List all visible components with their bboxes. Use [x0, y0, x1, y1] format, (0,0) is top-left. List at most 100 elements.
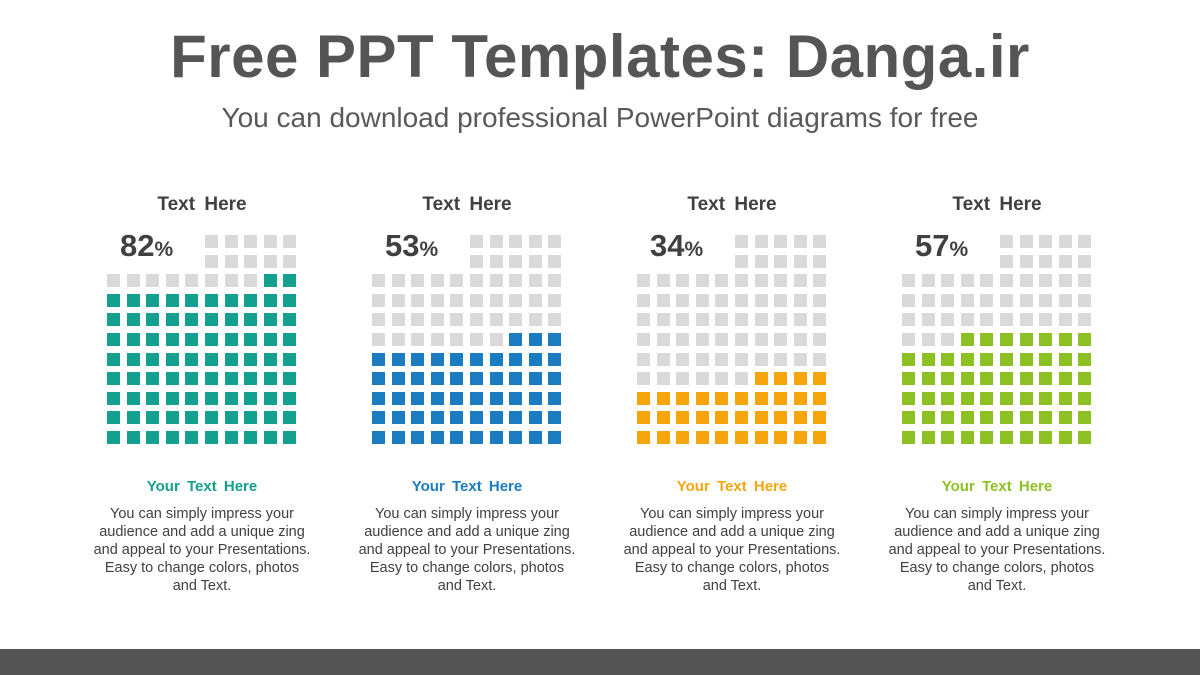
waffle-cell-filled: [548, 352, 562, 366]
waffle-cell-filled: [263, 372, 277, 386]
waffle-cell-filled: [244, 293, 258, 307]
waffle-cell-filled: [372, 431, 385, 444]
waffle-cell-empty: [372, 313, 385, 327]
waffle-cell-empty: [391, 313, 405, 327]
waffle-cell-empty: [1039, 274, 1053, 288]
waffle-cell-empty: [470, 274, 483, 288]
waffle-cell-empty: [391, 333, 405, 346]
waffle-cell-filled: [450, 391, 464, 405]
waffle-cell-filled: [715, 411, 729, 425]
waffle-cell-filled: [793, 391, 807, 405]
waffle-cell-empty: [656, 293, 670, 307]
card-title: Text Here: [952, 194, 1042, 215]
waffle-cell-filled: [676, 411, 690, 425]
waffle-cell-empty: [637, 293, 650, 307]
waffle-cell-filled: [489, 372, 503, 386]
waffle-cell-filled: [146, 352, 160, 366]
waffle-cell-filled: [430, 391, 444, 405]
waffle-cell-filled: [263, 431, 277, 444]
waffle-card-1: Text Here 82% Your Text Here You can sim…: [72, 190, 332, 610]
waffle-cell-filled: [1019, 333, 1033, 346]
waffle-cell-empty: [528, 274, 542, 288]
waffle-cell-empty: [411, 293, 425, 307]
waffle-cell-empty: [695, 293, 709, 307]
waffle-cell-empty: [676, 352, 690, 366]
waffle-cell-empty: [921, 274, 935, 288]
waffle-cell-empty: [637, 333, 650, 346]
waffle-cell-filled: [411, 431, 425, 444]
waffle-cell-empty: [980, 274, 994, 288]
waffle-cell-filled: [676, 431, 690, 444]
waffle-cell-filled: [637, 431, 650, 444]
waffle-cell-filled: [813, 372, 827, 386]
waffle-cell-empty: [774, 235, 788, 248]
waffle-cell-empty: [1058, 313, 1072, 327]
waffle-cell-filled: [165, 431, 179, 444]
card-description: You can simply impress your audience and…: [358, 506, 576, 594]
waffle-cell-empty: [754, 293, 768, 307]
waffle-cell-empty: [735, 333, 748, 346]
waffle-cell-empty: [1058, 235, 1072, 248]
waffle-cell-filled: [185, 411, 199, 425]
waffle-cell-filled: [980, 431, 994, 444]
waffle-cell-empty: [548, 235, 562, 248]
waffle-cell-empty: [715, 333, 729, 346]
waffle-cell-empty: [1000, 254, 1013, 268]
waffle-cell-empty: [224, 235, 238, 248]
waffle-cell-empty: [1019, 313, 1033, 327]
waffle-cell-filled: [695, 391, 709, 405]
waffle-cell-filled: [430, 352, 444, 366]
waffle-cell-empty: [960, 293, 974, 307]
waffle-card-4: Text Here 57% Your Text Here You can sim…: [867, 190, 1127, 610]
waffle-cell-empty: [450, 313, 464, 327]
waffle-cell-empty: [774, 352, 788, 366]
waffle-cell-filled: [509, 411, 523, 425]
waffle-cell-empty: [470, 333, 483, 346]
waffle-cell-empty: [656, 372, 670, 386]
waffle-cell-empty: [813, 293, 827, 307]
waffle-cell-filled: [1000, 352, 1013, 366]
waffle-cell-empty: [489, 254, 503, 268]
waffle-cell-empty: [941, 274, 955, 288]
percent-value: 57: [915, 228, 950, 263]
waffle-cell-filled: [372, 372, 385, 386]
waffle-cell-filled: [1058, 391, 1072, 405]
waffle-cell-empty: [205, 274, 218, 288]
waffle-cell-filled: [695, 431, 709, 444]
waffle-cell-empty: [205, 254, 218, 268]
waffle-cell-filled: [126, 372, 140, 386]
waffle-cell-empty: [489, 313, 503, 327]
waffle-cell-empty: [735, 293, 748, 307]
waffle-cell-empty: [774, 333, 788, 346]
waffle-cell-empty: [1078, 274, 1092, 288]
waffle-cell-filled: [902, 372, 915, 386]
waffle-cell-filled: [902, 391, 915, 405]
waffle-cell-filled: [470, 431, 483, 444]
waffle-cell-filled: [283, 431, 297, 444]
waffle-cell-empty: [695, 313, 709, 327]
waffle-cell-filled: [146, 372, 160, 386]
card-subtitle: Your Text Here: [146, 478, 258, 495]
waffle-cell-filled: [224, 372, 238, 386]
waffle-cell-empty: [715, 372, 729, 386]
waffle-cell-empty: [528, 235, 542, 248]
waffle-cell-filled: [1000, 391, 1013, 405]
waffle-cell-filled: [263, 391, 277, 405]
waffle-cell-filled: [774, 431, 788, 444]
waffle-cell-filled: [411, 411, 425, 425]
waffle-cell-filled: [548, 372, 562, 386]
waffle-cell-filled: [509, 431, 523, 444]
waffle-cell-filled: [1078, 391, 1092, 405]
waffle-cell-empty: [754, 235, 768, 248]
waffle-cell-empty: [813, 254, 827, 268]
waffle-cell-empty: [793, 235, 807, 248]
waffle-cell-empty: [1058, 274, 1072, 288]
waffle-cell-filled: [1000, 411, 1013, 425]
waffle-cell-filled: [283, 313, 297, 327]
waffle-cell-filled: [107, 293, 120, 307]
waffle-cell-empty: [489, 235, 503, 248]
waffle-cell-empty: [1000, 235, 1013, 248]
waffle-cell-filled: [1000, 431, 1013, 444]
waffle-cell-filled: [509, 352, 523, 366]
waffle-cell-filled: [263, 274, 277, 288]
